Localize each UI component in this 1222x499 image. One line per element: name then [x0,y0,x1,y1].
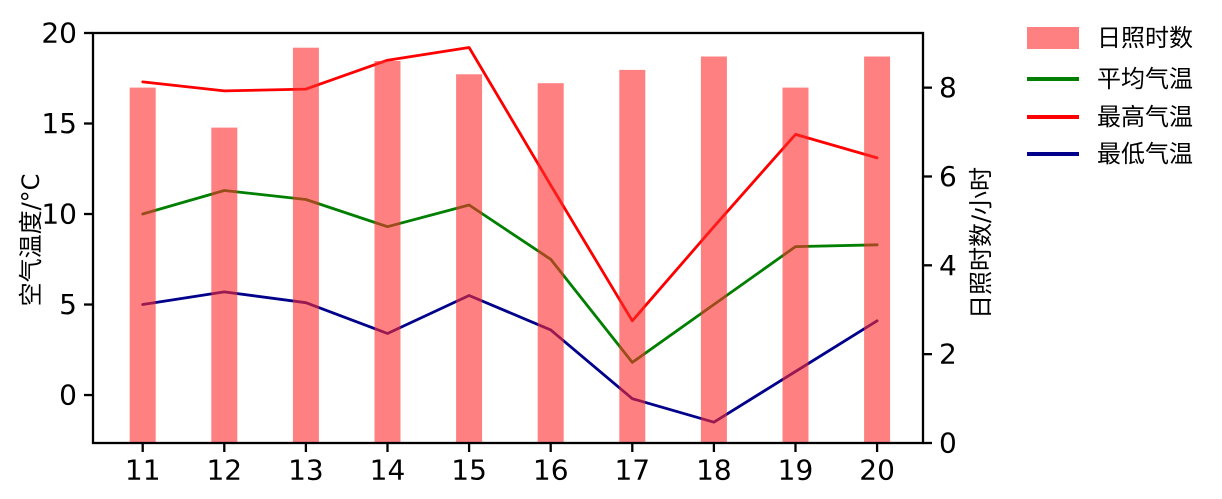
sunshine-bar-14 [374,61,401,443]
right-axis-tick-label: 2 [939,338,957,371]
left-axis-tick-label: 5 [59,288,77,321]
temperature-line-最低气温 [141,290,879,424]
left-axis-tick-label: 15 [41,107,77,140]
right-axis-tick-label: 4 [939,249,957,282]
sunshine-bar-20 [864,56,891,443]
x-axis-tick-label: 20 [859,454,895,487]
sunshine-bar-12 [211,127,238,443]
x-axis-tick-label: 16 [533,454,569,487]
right-axis-title: 日照时数/小时 [967,167,995,319]
sunshine-bar-13 [292,47,319,443]
sunshine-bar-15 [456,74,483,444]
x-axis-tick-label: 17 [614,454,650,487]
legend-item-最低气温: 最低气温 [1027,140,1193,168]
plot-area: 0 5 10 15 20 0 2 4 6 8 11 12 13 14 15 16 17 18 19 20 [41,17,956,487]
left-axis-tick-label: 20 [41,17,77,50]
right-axis-tick-label: 8 [939,71,957,104]
sunshine-bar-19 [782,87,809,443]
sunshine-bar-17 [619,69,646,444]
sunshine-bar-18 [700,56,727,443]
left-axis-title: 空气温度/°C [17,174,45,307]
x-axis-tick-label: 11 [125,454,161,487]
legend-item-label: 日照时数 [1097,24,1193,52]
x-axis-tick-label: 14 [370,454,406,487]
legend-item-label: 最低气温 [1097,140,1193,168]
left-axis-tick-label: 0 [59,379,77,412]
x-axis-tick-label: 13 [288,454,324,487]
x-axis-tick-label: 18 [696,454,732,487]
sunshine-bar-16 [537,83,564,443]
left-axis-tick-label: 10 [41,198,77,231]
legend-item-label: 平均气温 [1097,65,1193,93]
legend-item-label: 最高气温 [1097,103,1193,131]
plot-border [91,31,925,445]
legend-item-平均气温: 平均气温 [1027,65,1193,93]
legend-bar-swatch [1027,27,1079,49]
legend-item-日照时数: 日照时数 [1027,24,1193,52]
x-axis-tick-label: 12 [206,454,242,487]
sunshine-bar-11 [129,87,156,443]
right-axis-tick-label: 6 [939,160,957,193]
x-axis-tick-label: 19 [778,454,814,487]
right-axis-tick-label: 0 [939,427,957,460]
temperature-line-最高气温 [141,46,879,323]
x-axis-tick-label: 15 [451,454,487,487]
temperature-line-平均气温 [141,189,879,364]
legend-item-最高气温: 最高气温 [1027,103,1193,131]
